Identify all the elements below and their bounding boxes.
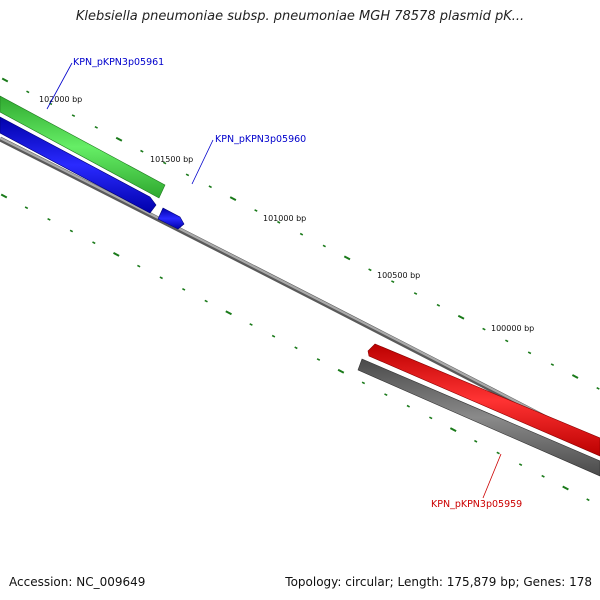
- lower-scale-tick: [586, 498, 590, 502]
- upper-scale-tick: [299, 232, 304, 236]
- upper-scale-tick: [26, 90, 30, 94]
- upper-scale-tick: [162, 161, 167, 165]
- lower-scale-tick: [47, 217, 51, 221]
- upper-scale-tick: [254, 209, 258, 212]
- lower-scale-tick: [225, 310, 232, 316]
- upper-scale-tick: [436, 303, 441, 307]
- gene-label-KPN_pKPN3p05959[interactable]: KPN_pKPN3p05959: [431, 499, 522, 510]
- backbone-line: [0, 137, 600, 446]
- scale-label-102000: 102000 bp: [39, 95, 82, 104]
- lower-scale-tick: [449, 427, 457, 432]
- scale-label-100000: 100000 bp: [491, 324, 534, 333]
- backbone-outer-shadow: [0, 136, 600, 449]
- lower-scale-tick: [0, 193, 8, 199]
- lower-scale-tick: [24, 206, 29, 210]
- lower-scale-tick: [316, 358, 321, 361]
- gene-label-KPN_pKPN3p05961[interactable]: KPN_pKPN3p05961: [73, 57, 164, 68]
- lower-scale-tick: [518, 463, 523, 467]
- upper-scale-tick: [208, 185, 212, 189]
- lower-scale-tick: [69, 229, 74, 233]
- upper-scale-tick: [185, 173, 190, 177]
- scale-label-100500: 100500 bp: [377, 271, 420, 280]
- upper-scale-tick: [368, 268, 372, 272]
- lower-scale-tick: [92, 241, 96, 245]
- lower-scale-tick: [496, 451, 500, 455]
- lower-scale-tick: [249, 323, 253, 326]
- upper-scale-tick: [413, 292, 418, 295]
- lower-scale-tick: [429, 416, 433, 420]
- lower-scale-tick: [294, 346, 298, 350]
- upper-scale-tick: [140, 149, 144, 153]
- scale-label-101500: 101500 bp: [150, 155, 193, 164]
- lower-scale-tick: [384, 393, 388, 397]
- upper-scale-tick: [550, 363, 555, 367]
- upper-scale-tick: [115, 136, 123, 142]
- upper-scale-tick: [94, 125, 98, 129]
- upper-scale-tick: [505, 339, 509, 343]
- gene-KPN_pKPN3p05959-arrow[interactable]: [367, 343, 600, 457]
- upper-scale-tick: [596, 386, 600, 390]
- lower-scale-tick: [271, 334, 276, 338]
- map-title: Klebsiella pneumoniae subsp. pneumoniae …: [75, 9, 525, 24]
- lower-scale-tick: [474, 439, 478, 443]
- lower-scale-tick: [182, 287, 186, 291]
- lower-scale-tick: [137, 264, 141, 268]
- lower-scale-tick: [562, 485, 569, 491]
- upper-scale-tick: [457, 314, 465, 320]
- upper-scale-tick: [229, 196, 237, 201]
- upper-scale-tick: [322, 244, 326, 248]
- upper-scale-tick: [527, 351, 532, 355]
- lower-scale-tick: [204, 299, 208, 303]
- upper-scale-tick: [571, 374, 579, 379]
- leader-line-KPN_pKPN3p05959: [482, 453, 502, 499]
- gene-KPN_pKPN3p05961-arrow[interactable]: [0, 116, 157, 214]
- lower-scale-tick: [361, 381, 366, 385]
- feature-green-bar[interactable]: [0, 95, 166, 199]
- feature-gray-bar[interactable]: [357, 358, 600, 477]
- upper-scale-tick: [71, 114, 76, 118]
- scale-ticks-upper: [1, 77, 600, 390]
- upper-scale-tick: [391, 280, 395, 284]
- upper-scale-tick: [1, 77, 9, 83]
- lower-scale-tick: [541, 474, 545, 478]
- topology-summary-text: Topology: circular; Length: 175,879 bp; …: [285, 575, 592, 589]
- lower-scale-tick: [406, 404, 410, 408]
- gene-KPN_pKPN3p05960-arrow[interactable]: [157, 207, 185, 230]
- leader-line-KPN_pKPN3p05960: [191, 139, 214, 185]
- upper-scale-tick: [277, 220, 281, 224]
- leader-line-KPN_pKPN3p05961: [46, 62, 73, 110]
- scale-ticks-lower: [0, 193, 590, 502]
- lower-scale-tick: [337, 368, 345, 374]
- upper-scale-tick: [482, 327, 486, 331]
- scale-label-101000: 101000 bp: [263, 214, 306, 223]
- lower-scale-tick: [113, 252, 120, 257]
- gene-label-KPN_pKPN3p05960[interactable]: KPN_pKPN3p05960: [215, 134, 306, 145]
- lower-scale-tick: [159, 276, 163, 280]
- accession-text: Accession: NC_009649: [9, 575, 146, 589]
- upper-scale-tick: [343, 255, 351, 261]
